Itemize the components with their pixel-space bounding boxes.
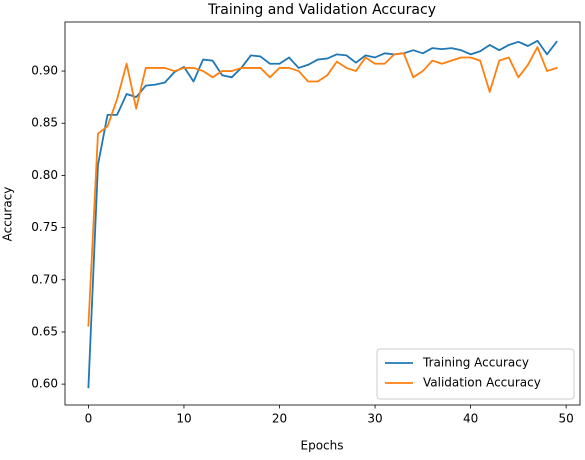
y-tick-label: 0.75	[31, 220, 58, 234]
line-series	[87, 39, 558, 389]
x-tick-label: 0	[85, 412, 93, 426]
x-tick-label: 10	[176, 412, 191, 426]
legend-label: Validation Accuracy	[423, 376, 541, 390]
x-tick-label: 30	[367, 412, 382, 426]
line-series	[87, 46, 558, 327]
y-axis-label: Accuracy	[1, 187, 15, 242]
x-tick-label: 20	[272, 412, 287, 426]
chart-title: Training and Validation Accuracy	[207, 2, 436, 18]
legend-box	[376, 348, 575, 400]
legend-label: Training Accuracy	[422, 356, 529, 370]
y-tick-label: 0.60	[31, 377, 58, 391]
x-axis-label: Epochs	[301, 439, 344, 453]
x-tick-label: 40	[463, 412, 478, 426]
y-tick-label: 0.80	[31, 168, 58, 182]
y-tick-label: 0.85	[31, 116, 58, 130]
y-tick-label: 0.90	[31, 64, 58, 78]
plot-frame	[64, 21, 581, 406]
y-tick-label: 0.70	[31, 272, 58, 286]
x-tick-label: 50	[559, 412, 574, 426]
y-tick-label: 0.65	[31, 324, 58, 338]
